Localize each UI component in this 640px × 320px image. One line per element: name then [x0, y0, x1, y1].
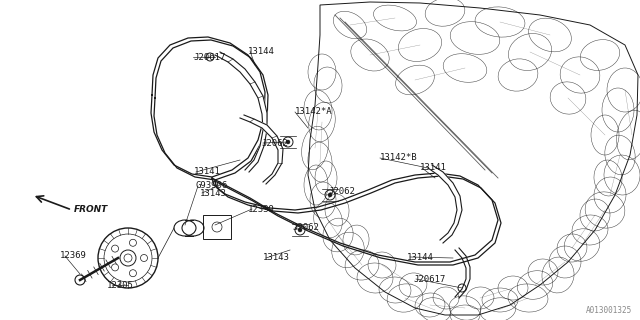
Text: J2062: J2062	[261, 139, 288, 148]
Text: 13141: 13141	[194, 167, 221, 177]
Text: 13141: 13141	[420, 164, 447, 172]
Polygon shape	[428, 165, 462, 243]
Bar	[203, 215, 231, 239]
Text: J20617: J20617	[413, 275, 445, 284]
Circle shape	[298, 228, 302, 232]
Text: J2062: J2062	[328, 188, 355, 196]
Text: FRONT: FRONT	[74, 205, 108, 214]
Text: 13143: 13143	[200, 188, 227, 197]
Circle shape	[328, 193, 332, 197]
Text: 12339: 12339	[248, 204, 275, 213]
Polygon shape	[240, 115, 283, 184]
Polygon shape	[215, 52, 267, 172]
Text: J20617: J20617	[193, 52, 225, 61]
Text: J2062: J2062	[292, 223, 319, 233]
Text: 13144: 13144	[248, 46, 275, 55]
Text: 12305: 12305	[107, 281, 134, 290]
Text: 13142*A: 13142*A	[295, 108, 333, 116]
Text: G93906: G93906	[196, 181, 228, 190]
Text: 13143: 13143	[263, 253, 290, 262]
Circle shape	[286, 140, 290, 144]
Text: A013001325: A013001325	[586, 306, 632, 315]
Text: 13142*B: 13142*B	[380, 154, 418, 163]
Text: 13144: 13144	[407, 252, 434, 261]
Text: 12369: 12369	[60, 252, 87, 260]
